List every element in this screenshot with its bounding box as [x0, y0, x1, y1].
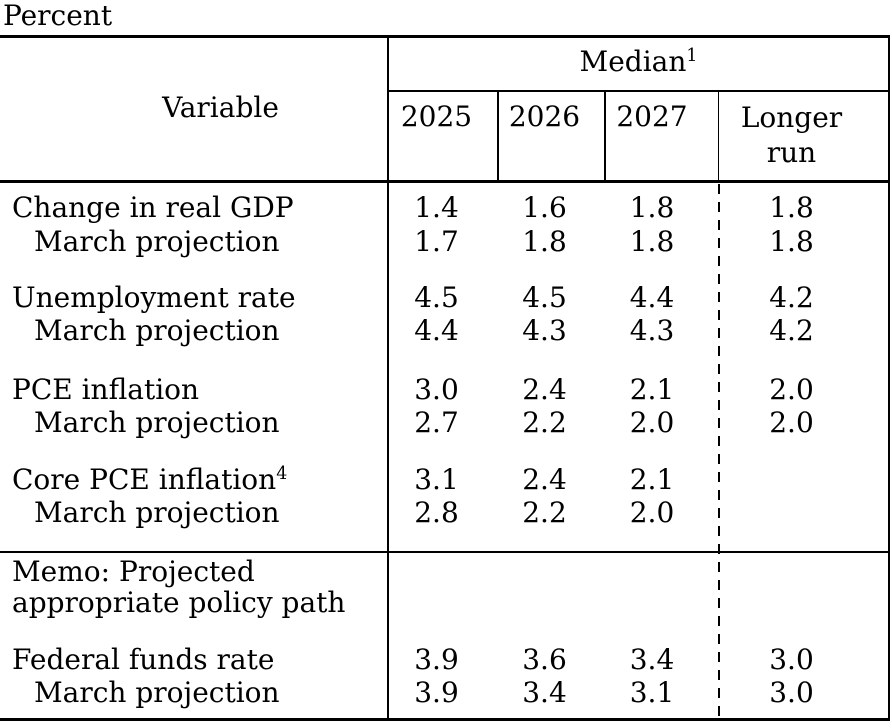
cell-2026: 2.2	[522, 496, 567, 529]
table-row-pce-inflation-march: March projection 2.7 2.2 2.0 2.0	[0, 406, 890, 439]
year-column-divider-2027-longer-run	[717, 90, 719, 182]
cell-2025: 3.9	[414, 676, 459, 709]
longer-run-line-2: run	[766, 136, 817, 169]
row-label: Change in real GDP	[12, 191, 294, 224]
cell-2026: 2.2	[522, 406, 567, 439]
unit-label: Percent	[3, 0, 113, 32]
variable-column-header: Variable	[162, 91, 279, 124]
median-header-text: Median	[579, 45, 687, 78]
cell-2027: 2.0	[629, 406, 675, 439]
cell-2025: 1.4	[414, 191, 459, 224]
row-label: March projection	[34, 406, 280, 439]
table-row-pce-inflation: PCE inflation 3.0 2.4 2.1 2.0	[0, 373, 890, 406]
cell-2025: 4.4	[414, 314, 459, 347]
row-label: March projection	[34, 676, 280, 709]
cell-longer-run	[719, 463, 890, 496]
column-header-2027: 2027	[616, 100, 688, 133]
table-row-gdp: Change in real GDP 1.4 1.6 1.8 1.8	[0, 191, 890, 224]
row-label: Unemployment rate	[12, 281, 296, 314]
cell-2027: 2.1	[629, 463, 675, 496]
cell-2027: 4.4	[629, 281, 675, 314]
cell-longer-run: 3.0	[769, 676, 814, 709]
row-label-text: Core PCE inflation	[12, 463, 277, 496]
row-label: Federal funds rate	[12, 643, 275, 676]
cell-2026: 3.6	[522, 643, 567, 676]
table-row-gdp-march: March projection 1.7 1.8 1.8 1.8	[0, 225, 890, 258]
row-label: March projection	[34, 496, 280, 529]
row-label: PCE inflation	[12, 373, 200, 406]
variable-column-divider	[387, 35, 389, 721]
table-row-core-pce-inflation-march: March projection 2.8 2.2 2.0	[0, 496, 890, 529]
column-header-longer-run: Longer run	[719, 100, 890, 170]
header-separator-rule	[0, 180, 890, 183]
cell-2027: 3.1	[629, 676, 675, 709]
cell-2025: 3.0	[414, 373, 459, 406]
table-bottom-rule	[0, 718, 890, 721]
table-row-unemployment-march: March projection 4.4 4.3 4.3 4.2	[0, 314, 890, 347]
median-group-header: Median1	[387, 45, 890, 78]
memo-heading: Memo: Projected appropriate policy path	[0, 556, 387, 618]
memo-line-2: appropriate policy path	[12, 586, 346, 619]
column-header-2025: 2025	[400, 100, 473, 133]
cell-2027: 2.1	[629, 373, 675, 406]
year-column-divider-2025-2026	[497, 90, 499, 182]
cell-2027: 1.8	[629, 191, 675, 224]
table-right-border	[888, 35, 890, 721]
table-row-unemployment: Unemployment rate 4.5 4.5 4.4 4.2	[0, 281, 890, 314]
cell-2026: 4.5	[522, 281, 567, 314]
cell-longer-run: 1.8	[769, 191, 814, 224]
row-label: March projection	[34, 314, 280, 347]
cell-longer-run: 4.2	[769, 314, 814, 347]
cell-longer-run: 4.2	[769, 281, 814, 314]
cell-longer-run: 1.8	[769, 225, 814, 258]
cell-2025: 1.7	[414, 225, 459, 258]
median-footnote-marker: 1	[686, 46, 698, 67]
longer-run-dashed-divider	[718, 184, 720, 716]
cell-2025: 2.8	[414, 496, 459, 529]
column-header-2026: 2026	[508, 100, 581, 133]
cell-2027: 1.8	[629, 225, 675, 258]
cell-longer-run: 2.0	[769, 406, 814, 439]
cell-longer-run	[719, 496, 890, 529]
table-top-rule	[0, 35, 890, 38]
cell-2026: 3.4	[522, 676, 567, 709]
cell-2025: 3.9	[414, 643, 459, 676]
year-column-divider-2026-2027	[604, 90, 606, 182]
cell-longer-run: 2.0	[769, 373, 814, 406]
cell-2026: 2.4	[522, 463, 567, 496]
cell-2027: 2.0	[629, 496, 675, 529]
cell-2025: 3.1	[414, 463, 459, 496]
median-header-underline	[387, 90, 890, 92]
memo-separator-rule	[0, 551, 890, 553]
cell-2027: 3.4	[629, 643, 675, 676]
cell-2027: 4.3	[629, 314, 675, 347]
core-pce-footnote-marker: 4	[276, 464, 288, 485]
cell-2026: 4.3	[522, 314, 567, 347]
longer-run-line-1: Longer	[740, 101, 843, 134]
cell-2026: 2.4	[522, 373, 567, 406]
cell-longer-run: 3.0	[769, 643, 814, 676]
cell-2025: 4.5	[414, 281, 459, 314]
cell-2026: 1.6	[522, 191, 567, 224]
cell-2026: 1.8	[522, 225, 567, 258]
row-label: Core PCE inflation4	[0, 463, 387, 496]
cell-2025: 2.7	[414, 406, 459, 439]
table-row-federal-funds-rate: Federal funds rate 3.9 3.6 3.4 3.0	[0, 643, 890, 676]
row-label: March projection	[34, 225, 280, 258]
table-row-core-pce-inflation: Core PCE inflation4 3.1 2.4 2.1	[0, 463, 890, 496]
memo-line-1: Memo: Projected	[12, 555, 255, 588]
table-row-federal-funds-rate-march: March projection 3.9 3.4 3.1 3.0	[0, 676, 890, 709]
